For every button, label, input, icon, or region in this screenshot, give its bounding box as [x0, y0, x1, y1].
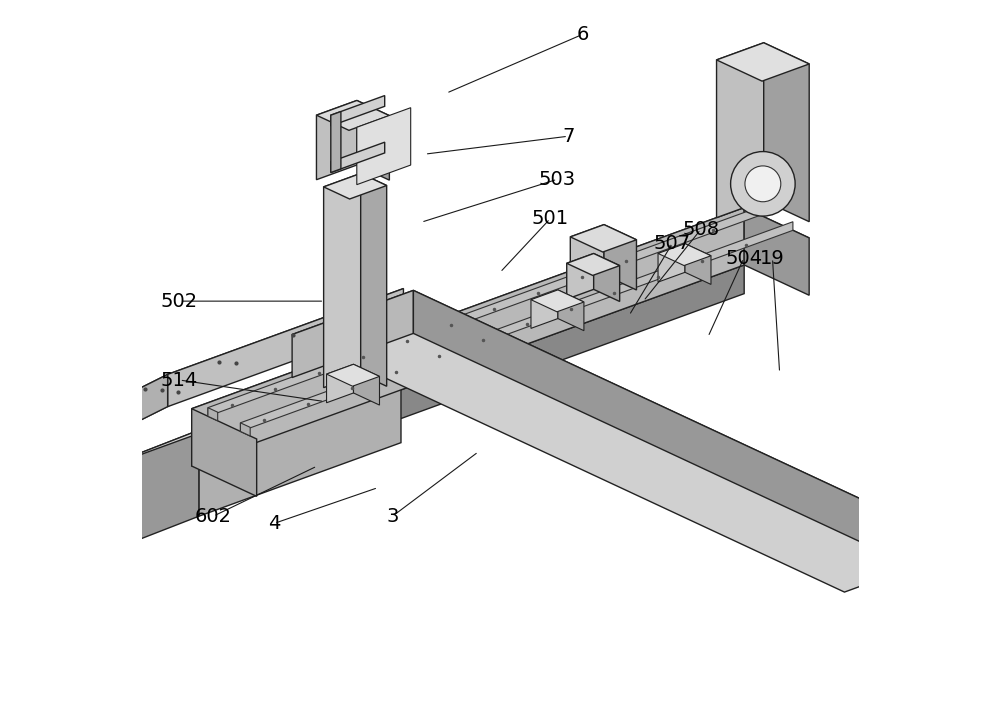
- Polygon shape: [658, 244, 711, 265]
- Polygon shape: [208, 408, 218, 421]
- Polygon shape: [604, 224, 636, 290]
- Text: 19: 19: [760, 249, 785, 267]
- Polygon shape: [199, 356, 401, 516]
- Text: 602: 602: [195, 507, 232, 526]
- Polygon shape: [331, 142, 385, 173]
- Polygon shape: [0, 374, 168, 543]
- Circle shape: [731, 151, 795, 216]
- Polygon shape: [764, 43, 809, 222]
- Polygon shape: [531, 290, 584, 312]
- Polygon shape: [357, 108, 411, 185]
- Polygon shape: [327, 364, 353, 403]
- Polygon shape: [570, 224, 636, 252]
- Polygon shape: [240, 222, 793, 432]
- Polygon shape: [240, 423, 250, 436]
- Text: 504: 504: [725, 249, 762, 267]
- Polygon shape: [192, 208, 809, 439]
- Polygon shape: [361, 174, 387, 386]
- Polygon shape: [331, 112, 341, 173]
- Text: 502: 502: [161, 292, 198, 310]
- Polygon shape: [717, 43, 809, 81]
- Polygon shape: [558, 290, 584, 331]
- Text: 503: 503: [539, 170, 576, 189]
- Polygon shape: [327, 364, 379, 386]
- Polygon shape: [292, 290, 966, 592]
- Text: 4: 4: [268, 514, 280, 533]
- Text: 3: 3: [386, 507, 399, 526]
- Polygon shape: [357, 100, 389, 180]
- Polygon shape: [567, 254, 620, 275]
- Polygon shape: [168, 288, 403, 407]
- Polygon shape: [570, 224, 604, 287]
- Polygon shape: [316, 100, 357, 180]
- Text: 501: 501: [532, 209, 569, 228]
- Polygon shape: [292, 290, 413, 378]
- Polygon shape: [567, 254, 594, 299]
- Polygon shape: [192, 265, 744, 495]
- Polygon shape: [192, 409, 257, 496]
- Circle shape: [745, 166, 781, 201]
- Text: 514: 514: [161, 371, 198, 389]
- Polygon shape: [331, 95, 385, 126]
- Polygon shape: [744, 208, 809, 295]
- Polygon shape: [0, 288, 403, 511]
- Polygon shape: [413, 290, 966, 591]
- Polygon shape: [70, 430, 199, 566]
- Polygon shape: [316, 100, 389, 130]
- Polygon shape: [324, 174, 361, 388]
- Polygon shape: [531, 290, 558, 328]
- Polygon shape: [685, 244, 711, 285]
- Text: 6: 6: [576, 25, 589, 44]
- Polygon shape: [208, 206, 760, 417]
- Text: 7: 7: [562, 127, 574, 146]
- Polygon shape: [324, 174, 387, 199]
- Polygon shape: [717, 43, 764, 218]
- Polygon shape: [594, 254, 620, 301]
- Polygon shape: [192, 208, 744, 466]
- Text: 507: 507: [654, 234, 691, 253]
- Polygon shape: [658, 244, 685, 282]
- Polygon shape: [70, 356, 401, 480]
- Polygon shape: [353, 364, 379, 405]
- Text: 508: 508: [682, 220, 719, 239]
